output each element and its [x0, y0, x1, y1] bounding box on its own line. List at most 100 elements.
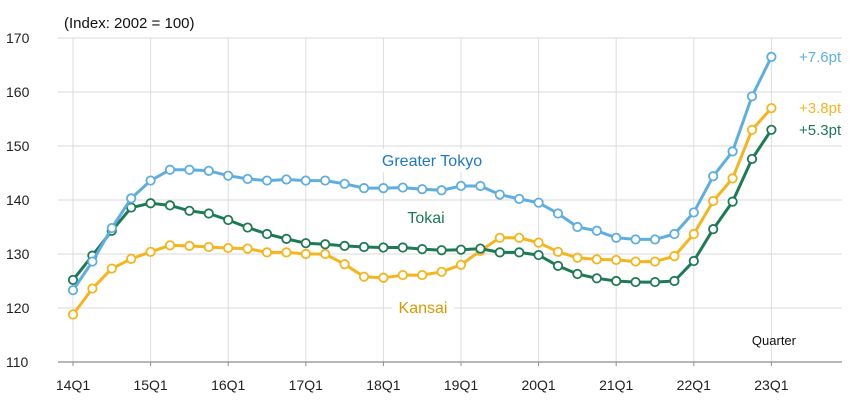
- x-tick-label-19Q1: 19Q1: [444, 377, 478, 393]
- data-point-tokai-17Q4: [358, 241, 370, 253]
- data-point-tokai-16Q2: [242, 222, 253, 233]
- data-point-greater-tokyo-22Q1: [688, 207, 699, 218]
- data-point-tokai-19Q2: [475, 243, 486, 254]
- data-point-greater-tokyo-16Q3: [261, 175, 273, 186]
- data-point-kansai-19Q3: [494, 232, 505, 243]
- data-point-kansai-18Q4: [436, 266, 447, 277]
- data-point-tokai-22Q4: [746, 153, 758, 165]
- data-point-greater-tokyo-17Q2: [320, 175, 331, 186]
- data-point-greater-tokyo-21Q3: [649, 234, 661, 245]
- data-point-greater-tokyo-18Q4: [436, 185, 447, 196]
- data-point-kansai-15Q3: [184, 240, 195, 251]
- data-point-kansai-22Q1: [688, 228, 699, 240]
- data-point-tokai-20Q3: [572, 268, 583, 280]
- data-point-kansai-20Q1: [533, 237, 544, 248]
- data-point-greater-tokyo-19Q4: [514, 193, 525, 205]
- end-label-greater-tokyo: +7.6pt: [799, 49, 842, 66]
- data-point-greater-tokyo-15Q1: [145, 175, 156, 186]
- data-point-greater-tokyo-22Q4: [746, 91, 758, 102]
- x-tick-label-14Q1: 14Q1: [56, 377, 90, 393]
- data-point-kansai-19Q1: [455, 259, 467, 270]
- data-point-kansai-15Q1: [145, 246, 156, 257]
- end-label-kansai: +3.8pt: [799, 100, 842, 117]
- data-point-kansai-21Q3: [649, 256, 661, 267]
- data-point-greater-tokyo-21Q2: [630, 234, 641, 245]
- data-point-greater-tokyo-16Q4: [281, 174, 292, 185]
- data-point-greater-tokyo-18Q2: [397, 182, 408, 193]
- x-tick-label-18Q1: 18Q1: [366, 377, 400, 393]
- data-point-tokai-20Q2: [552, 260, 564, 271]
- data-point-tokai-15Q2: [164, 200, 176, 211]
- y-tick-label-110: 110: [6, 354, 29, 370]
- data-point-greater-tokyo-14Q2: [87, 256, 98, 267]
- data-point-tokai-22Q1: [688, 255, 699, 267]
- series-label-greater-tokyo: Greater Tokyo: [382, 153, 482, 170]
- data-point-greater-tokyo-17Q1: [300, 175, 311, 186]
- data-point-kansai-16Q4: [281, 247, 292, 258]
- data-point-kansai-14Q3: [106, 263, 117, 274]
- data-point-tokai-21Q4: [669, 275, 680, 287]
- data-point-kansai-22Q4: [746, 124, 758, 135]
- data-point-tokai-22Q2: [708, 224, 719, 235]
- series-label-bg-greater-tokyo: [371, 149, 493, 172]
- data-point-kansai-21Q2: [630, 256, 641, 267]
- data-point-greater-tokyo-19Q3: [494, 189, 505, 200]
- series-label-bg-tokai: [399, 206, 453, 229]
- x-tick-label-21Q1: 21Q1: [599, 377, 633, 393]
- x-axis-title: Quarter: [752, 333, 797, 348]
- data-point-tokai-23Q1: [766, 124, 777, 135]
- y-tick-label-140: 140: [6, 192, 30, 208]
- data-point-kansai-21Q1: [611, 254, 622, 266]
- data-point-kansai-17Q2: [320, 248, 331, 260]
- end-label-tokai: +5.3pt: [799, 122, 842, 139]
- y-tick-label-130: 130: [6, 246, 30, 262]
- y-tick-label-170: 170: [6, 30, 30, 46]
- data-point-greater-tokyo-20Q2: [552, 208, 564, 219]
- x-tick-label-17Q1: 17Q1: [289, 377, 323, 393]
- data-point-greater-tokyo-21Q4: [669, 228, 680, 240]
- data-point-kansai-14Q2: [87, 283, 98, 294]
- data-point-tokai-18Q2: [397, 242, 408, 253]
- data-point-tokai-21Q1: [611, 275, 622, 287]
- data-point-greater-tokyo-16Q2: [242, 173, 253, 185]
- data-point-greater-tokyo-21Q1: [611, 232, 622, 243]
- data-point-tokai-15Q1: [145, 198, 156, 209]
- axes: 110 120 130 140 150 160 170 14Q1 15Q1 16Q1 17Q1 18Q…: [6, 30, 842, 393]
- data-point-greater-tokyo-20Q3: [572, 221, 583, 233]
- data-point-kansai-20Q3: [572, 252, 583, 263]
- x-tick-label-22Q1: 22Q1: [677, 377, 711, 393]
- data-point-kansai-16Q3: [261, 247, 273, 258]
- x-tick-label-15Q1: 15Q1: [133, 377, 167, 393]
- data-point-kansai-19Q4: [514, 232, 525, 243]
- unit-label: (Index: 2002 = 100): [64, 15, 195, 32]
- data-point-greater-tokyo-18Q1: [378, 183, 389, 194]
- series-label-tokai: Tokai: [407, 210, 444, 227]
- data-point-tokai-15Q4: [203, 208, 214, 219]
- data-point-tokai-17Q3: [339, 240, 350, 251]
- data-point-greater-tokyo-15Q4: [203, 165, 214, 176]
- data-point-greater-tokyo-20Q4: [591, 225, 602, 236]
- data-point-kansai-18Q1: [378, 272, 389, 283]
- series-lines: [67, 51, 777, 320]
- data-point-greater-tokyo-23Q1: [766, 51, 777, 63]
- data-point-kansai-16Q1: [223, 242, 234, 254]
- data-point-greater-tokyo-16Q1: [223, 170, 234, 181]
- data-point-greater-tokyo-19Q2: [475, 180, 486, 192]
- data-point-greater-tokyo-17Q4: [358, 183, 370, 194]
- data-point-kansai-17Q1: [300, 248, 311, 260]
- data-point-tokai-16Q4: [281, 233, 292, 244]
- data-point-tokai-20Q4: [591, 273, 602, 284]
- data-point-kansai-23Q1: [766, 103, 777, 114]
- data-point-kansai-22Q3: [727, 173, 738, 184]
- data-point-kansai-17Q4: [358, 271, 370, 282]
- data-point-tokai-21Q3: [649, 276, 661, 288]
- data-point-tokai-18Q4: [436, 245, 447, 256]
- data-point-kansai-17Q3: [339, 259, 350, 270]
- data-point-tokai-16Q3: [261, 228, 273, 240]
- data-point-greater-tokyo-19Q1: [455, 180, 467, 192]
- x-tick-label-20Q1: 20Q1: [521, 377, 555, 393]
- data-point-kansai-15Q2: [164, 240, 176, 251]
- data-point-greater-tokyo-15Q3: [184, 164, 195, 175]
- data-point-greater-tokyo-14Q1: [67, 285, 79, 296]
- data-point-kansai-20Q2: [552, 246, 564, 257]
